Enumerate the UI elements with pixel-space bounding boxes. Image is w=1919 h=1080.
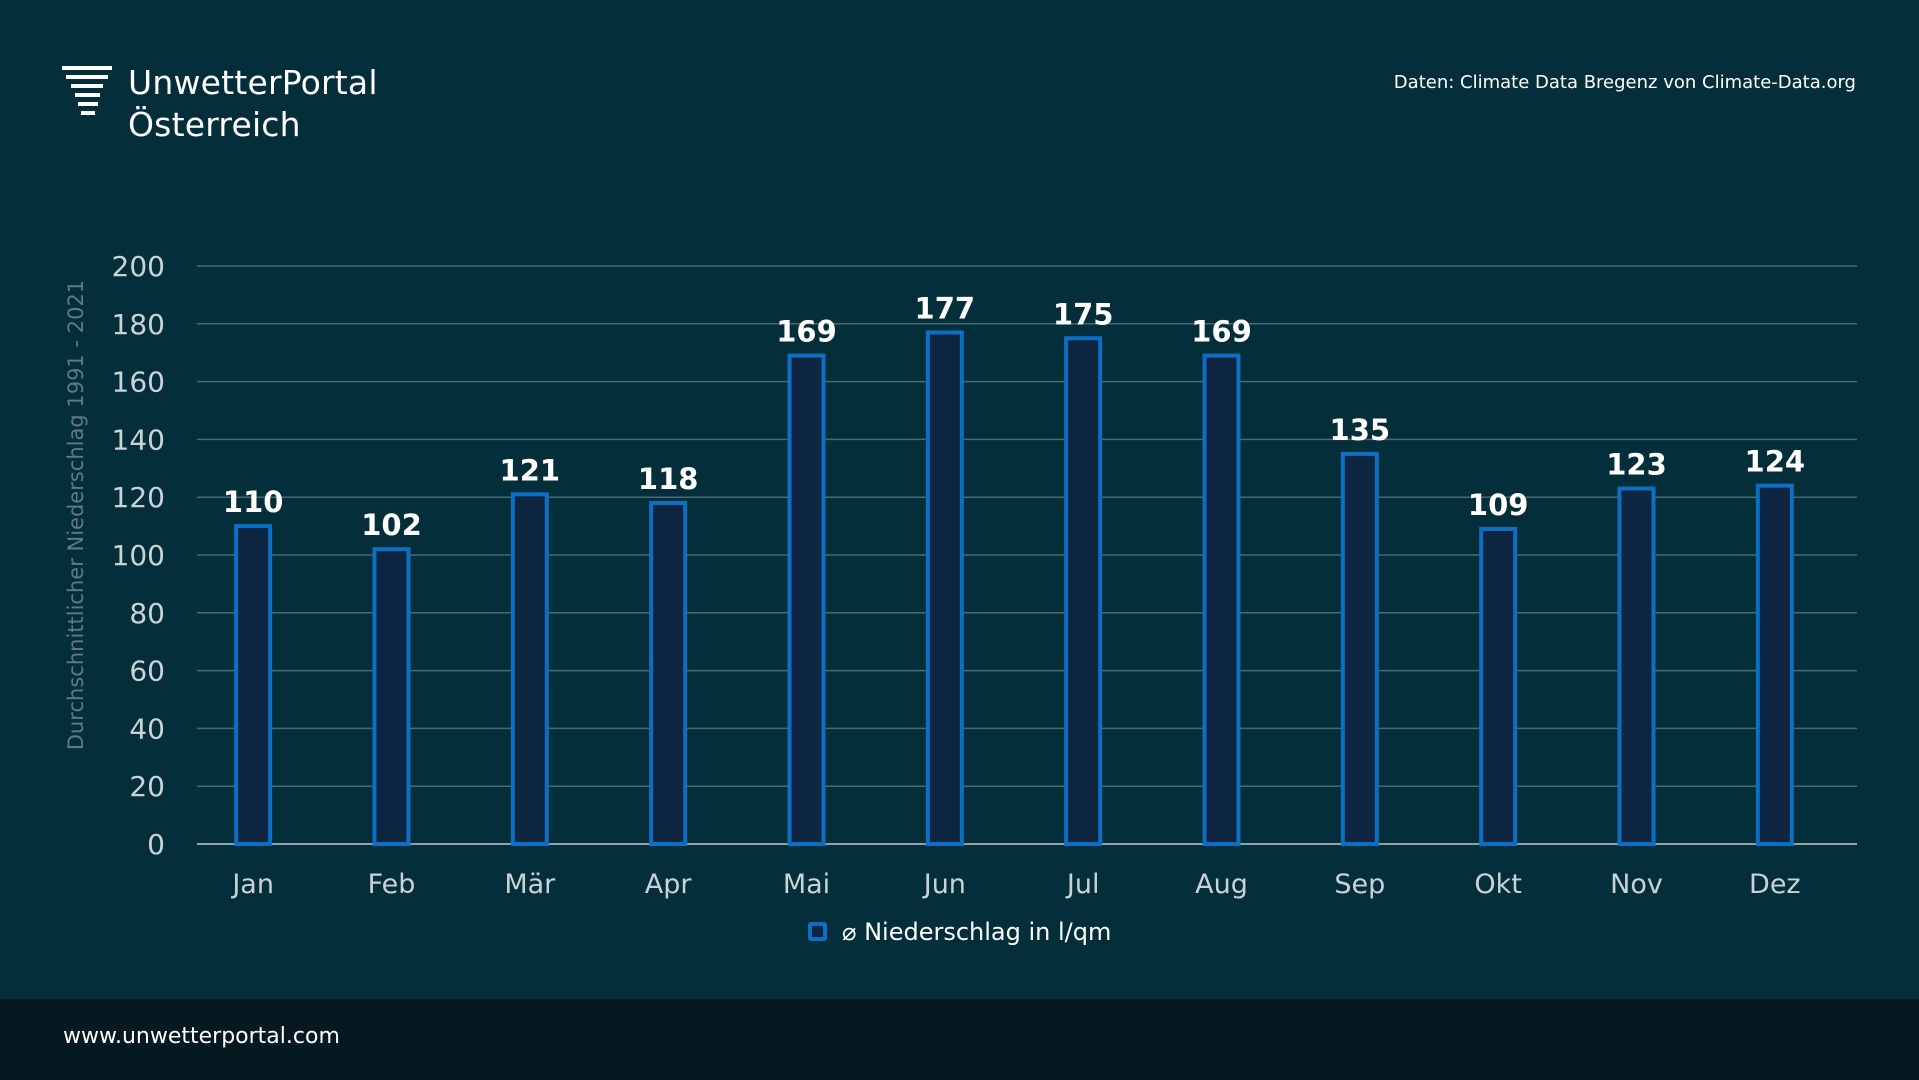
bar-sep — [1340, 451, 1379, 846]
x-axis-ticks: Jan Feb Mär Apr Mai Jun Jul Aug Sep Okt Nov Dez — [230, 869, 1800, 900]
bar-mär — [510, 492, 549, 846]
y-tick-label: 140 — [112, 423, 165, 456]
x-tick-label: Dez — [1749, 869, 1801, 900]
bar-jul — [1064, 336, 1103, 846]
precipitation-bar-chart: 0 20 40 60 80 100 120 140 160 180 200 110 102 121 118… — [64, 250, 1857, 946]
bar-aug — [1202, 353, 1241, 846]
x-tick-label: Sep — [1334, 869, 1385, 900]
x-tick-label: Mai — [783, 869, 830, 900]
data-label: 109 — [1468, 488, 1529, 522]
y-axis-label: Durchschnittlicher Niederschlag 1991 - 2… — [64, 280, 88, 750]
footer: www.unwetterportal.com — [0, 999, 1919, 1080]
x-tick-label: Aug — [1195, 869, 1248, 900]
data-label: 102 — [361, 508, 422, 542]
bar-okt — [1479, 526, 1518, 846]
brand-line-2: Österreich — [128, 105, 301, 144]
x-tick-label: Feb — [368, 869, 416, 900]
chart-legend: ⌀ Niederschlag in l/qm — [808, 918, 1111, 946]
x-tick-label: Jun — [922, 869, 966, 900]
x-tick-label: Mär — [504, 869, 556, 900]
bar-dez — [1755, 483, 1794, 846]
chart-bars — [234, 330, 1794, 846]
x-tick-label: Jan — [230, 869, 274, 900]
legend-label: ⌀ Niederschlag in l/qm — [842, 918, 1111, 946]
data-source-note: Daten: Climate Data Bregenz von Climate-… — [1393, 72, 1856, 93]
y-tick-label: 60 — [129, 655, 165, 688]
y-tick-label: 100 — [112, 539, 165, 572]
bar-mai — [787, 353, 826, 846]
footer-website-link[interactable]: www.unwetterportal.com — [63, 1024, 340, 1049]
y-tick-label: 120 — [112, 481, 165, 514]
y-tick-label: 40 — [129, 712, 165, 745]
bar-apr — [649, 500, 688, 846]
data-label: 135 — [1330, 413, 1391, 447]
data-label: 169 — [776, 315, 837, 349]
data-label: 177 — [915, 291, 976, 325]
weather-logo-icon — [62, 66, 112, 115]
data-label: 124 — [1745, 445, 1806, 479]
y-tick-label: 180 — [112, 308, 165, 341]
chart-grid — [197, 265, 1857, 845]
x-tick-label: Okt — [1474, 869, 1521, 900]
data-label: 175 — [1053, 297, 1114, 331]
y-tick-label: 0 — [147, 828, 165, 861]
y-tick-label: 160 — [112, 366, 165, 399]
x-tick-label: Apr — [645, 869, 693, 900]
brand-line-1: UnwetterPortal — [128, 63, 378, 102]
bar-feb — [372, 547, 411, 846]
bar-nov — [1617, 486, 1656, 846]
data-label: 118 — [638, 462, 699, 496]
data-label: 110 — [223, 485, 284, 519]
x-tick-label: Jul — [1065, 869, 1100, 900]
data-label: 169 — [1191, 315, 1252, 349]
y-tick-label: 20 — [129, 770, 165, 803]
bar-jun — [925, 330, 964, 846]
x-tick-label: Nov — [1610, 869, 1663, 900]
data-label: 121 — [500, 453, 561, 487]
brand-logo: UnwetterPortal Österreich — [62, 62, 378, 146]
data-labels: 110 102 121 118 169 177 175 169 135 109 123 124 — [223, 291, 1805, 542]
y-axis-ticks: 0 20 40 60 80 100 120 140 160 180 200 — [112, 250, 165, 861]
brand-name: UnwetterPortal Österreich — [128, 62, 378, 146]
data-label: 123 — [1606, 448, 1667, 482]
legend-swatch — [808, 922, 827, 941]
y-tick-label: 80 — [129, 597, 165, 630]
bar-jan — [234, 524, 273, 846]
y-tick-label: 200 — [112, 250, 165, 283]
